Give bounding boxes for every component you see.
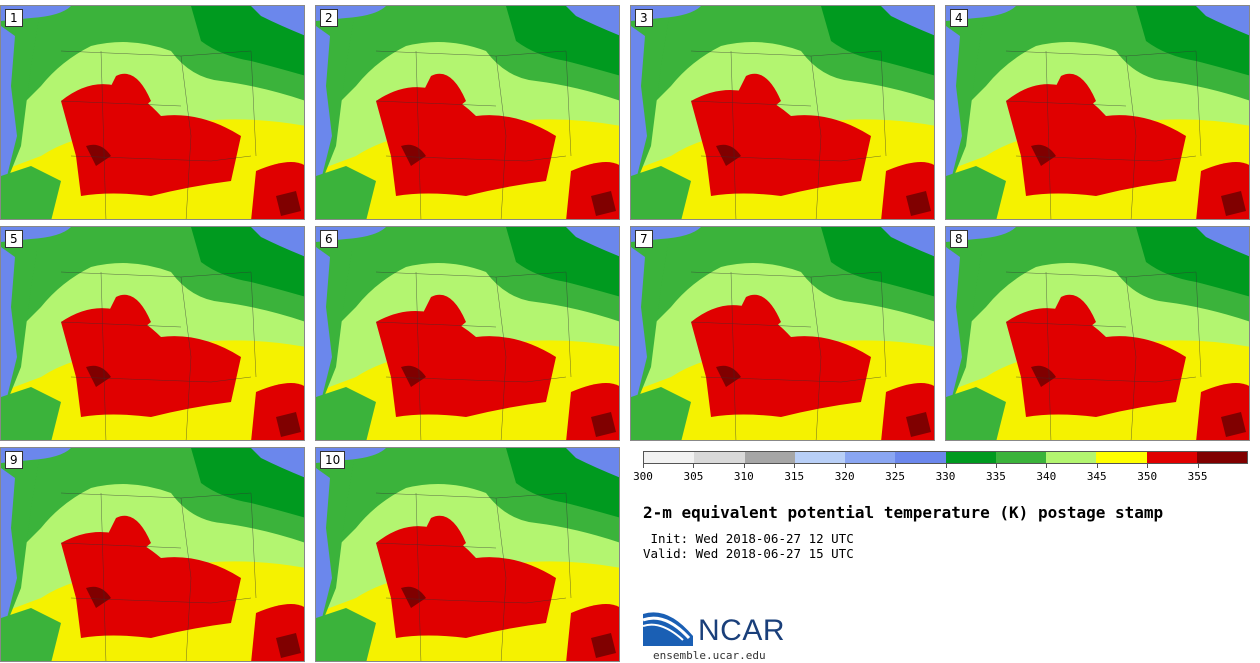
postage-stamp-1: 1 xyxy=(0,5,305,220)
colorbar-tick xyxy=(1096,464,1098,468)
colorbar-tick xyxy=(693,464,695,468)
colorbar-tick xyxy=(844,464,846,468)
colorbar-swatch xyxy=(945,452,996,463)
logo-url: ensemble.ucar.edu xyxy=(653,649,766,662)
colorbar-swatch xyxy=(845,452,896,463)
postage-stamp-3: 3 xyxy=(630,5,935,220)
postage-stamp-10: 10 xyxy=(315,447,620,662)
colorbar-tick xyxy=(945,464,947,468)
stamp-number-label: 2 xyxy=(320,9,338,27)
colorbar-tick-label: 330 xyxy=(935,470,956,483)
colorbar-swatch xyxy=(644,452,695,463)
stamp-number-label: 10 xyxy=(320,451,346,469)
stamp-number-label: 7 xyxy=(635,230,653,248)
stamp-number-label: 9 xyxy=(5,451,23,469)
colorbar-tick-label: 310 xyxy=(733,470,754,483)
postage-stamp-9: 9 xyxy=(0,447,305,662)
colorbar-swatch xyxy=(995,452,1046,463)
colorbar-tick-label: 355 xyxy=(1187,470,1208,483)
colorbar-tick-label: 340 xyxy=(1036,470,1057,483)
colorbar-swatch xyxy=(1196,452,1247,463)
colorbar-tick xyxy=(643,464,644,468)
init-time: Init: Wed 2018-06-27 12 UTC xyxy=(643,531,854,546)
colorbar-tick xyxy=(1197,464,1199,468)
colorbar-swatch xyxy=(1046,452,1097,463)
colorbar-tick xyxy=(995,464,997,468)
colorbar-tick-label: 350 xyxy=(1137,470,1158,483)
postage-stamp-4: 4 xyxy=(945,5,1250,220)
colorbar-tick-label: 325 xyxy=(885,470,906,483)
stamp-number-label: 5 xyxy=(5,230,23,248)
colorbar-swatch xyxy=(1146,452,1197,463)
colorbar-tick-label: 335 xyxy=(985,470,1006,483)
chart-title: 2-m equivalent potential temperature (K)… xyxy=(643,503,1164,522)
colorbar-tick-label: 320 xyxy=(834,470,855,483)
postage-stamp-6: 6 xyxy=(315,226,620,441)
stamp-number-label: 6 xyxy=(320,230,338,248)
colorbar-tick xyxy=(1147,464,1149,468)
colorbar-tick-label: 315 xyxy=(784,470,805,483)
colorbar-tick-label: 305 xyxy=(683,470,704,483)
colorbar-tick xyxy=(794,464,796,468)
colorbar-swatch xyxy=(895,452,946,463)
postage-stamp-8: 8 xyxy=(945,226,1250,441)
colorbar-swatch xyxy=(744,452,795,463)
valid-time: Valid: Wed 2018-06-27 15 UTC xyxy=(643,546,854,561)
colorbar-labels: 300 305 310 315 320 325 330 335 340 345 350 355 xyxy=(633,470,1248,484)
stamp-number-label: 8 xyxy=(950,230,968,248)
postage-stamp-7: 7 xyxy=(630,226,935,441)
colorbar-swatch xyxy=(1096,452,1147,463)
colorbar-tick-label: 300 xyxy=(633,470,653,483)
colorbar xyxy=(643,451,1248,464)
colorbar-swatch xyxy=(794,452,845,463)
postage-stamp-2: 2 xyxy=(315,5,620,220)
colorbar-tick-label: 345 xyxy=(1086,470,1107,483)
ncar-logo-icon xyxy=(643,612,693,646)
postage-stamp-5: 5 xyxy=(0,226,305,441)
colorbar-swatch xyxy=(694,452,745,463)
logo-text: NCAR xyxy=(698,614,786,647)
stamp-number-label: 3 xyxy=(635,9,653,27)
colorbar-tick xyxy=(895,464,897,468)
stamp-number-label: 4 xyxy=(950,9,968,27)
colorbar-tick xyxy=(743,464,745,468)
colorbar-tick xyxy=(1046,464,1048,468)
stamp-number-label: 1 xyxy=(5,9,23,27)
